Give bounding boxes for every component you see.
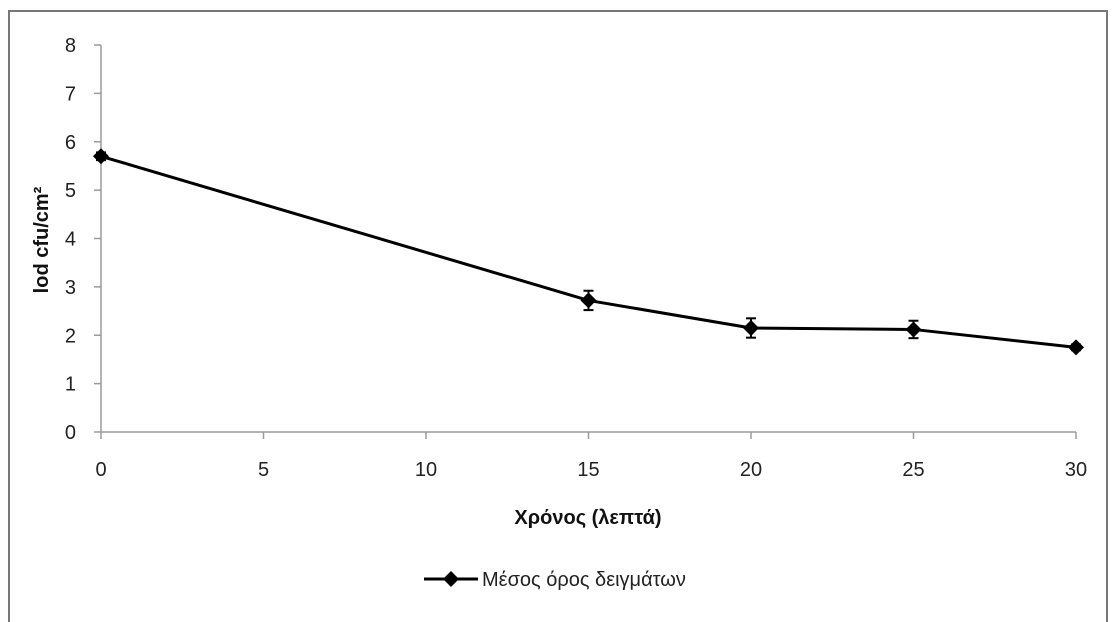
y-tick-label: 5: [65, 180, 76, 202]
x-tick-label: 20: [740, 459, 762, 481]
tick-labels: 0 1 2 3 4 5 6 7 8 0 5 10 15 20 25 30: [65, 35, 1087, 481]
data-series: [93, 148, 1084, 356]
y-tick-label: 3: [65, 277, 76, 299]
y-tick-label: 0: [65, 422, 76, 444]
y-tick-label: 2: [65, 325, 76, 347]
legend-label: Μέσος όρος δειγμάτων: [482, 569, 686, 591]
chart-frame: [8, 10, 1108, 622]
y-tick-label: 8: [65, 35, 76, 57]
x-axis-title: Χρόνος (λεπτά): [514, 507, 661, 529]
legend: Μέσος όρος δειγμάτων: [424, 569, 686, 591]
legend-diamond-marker: [443, 571, 459, 587]
data-point-marker: [1068, 339, 1084, 356]
x-tick-label: 0: [95, 459, 106, 481]
x-tick-label: 25: [902, 459, 924, 481]
y-tick-label: 4: [65, 229, 76, 251]
x-tick-label: 15: [577, 459, 599, 481]
axes: [94, 44, 1077, 439]
y-axis-title: lod cfu/cm²: [31, 186, 53, 293]
data-point-marker: [93, 148, 109, 165]
y-tick-label: 6: [65, 132, 76, 154]
data-point-marker: [743, 319, 759, 336]
y-tick-label: 7: [65, 83, 76, 105]
x-tick-label: 30: [1065, 459, 1087, 481]
series-line: [100, 154, 1077, 349]
x-tick-label: 10: [415, 459, 437, 481]
data-point-marker: [905, 321, 922, 338]
y-tick-label: 1: [65, 374, 76, 396]
x-tick-label: 5: [258, 459, 269, 481]
data-point-marker: [580, 292, 597, 309]
